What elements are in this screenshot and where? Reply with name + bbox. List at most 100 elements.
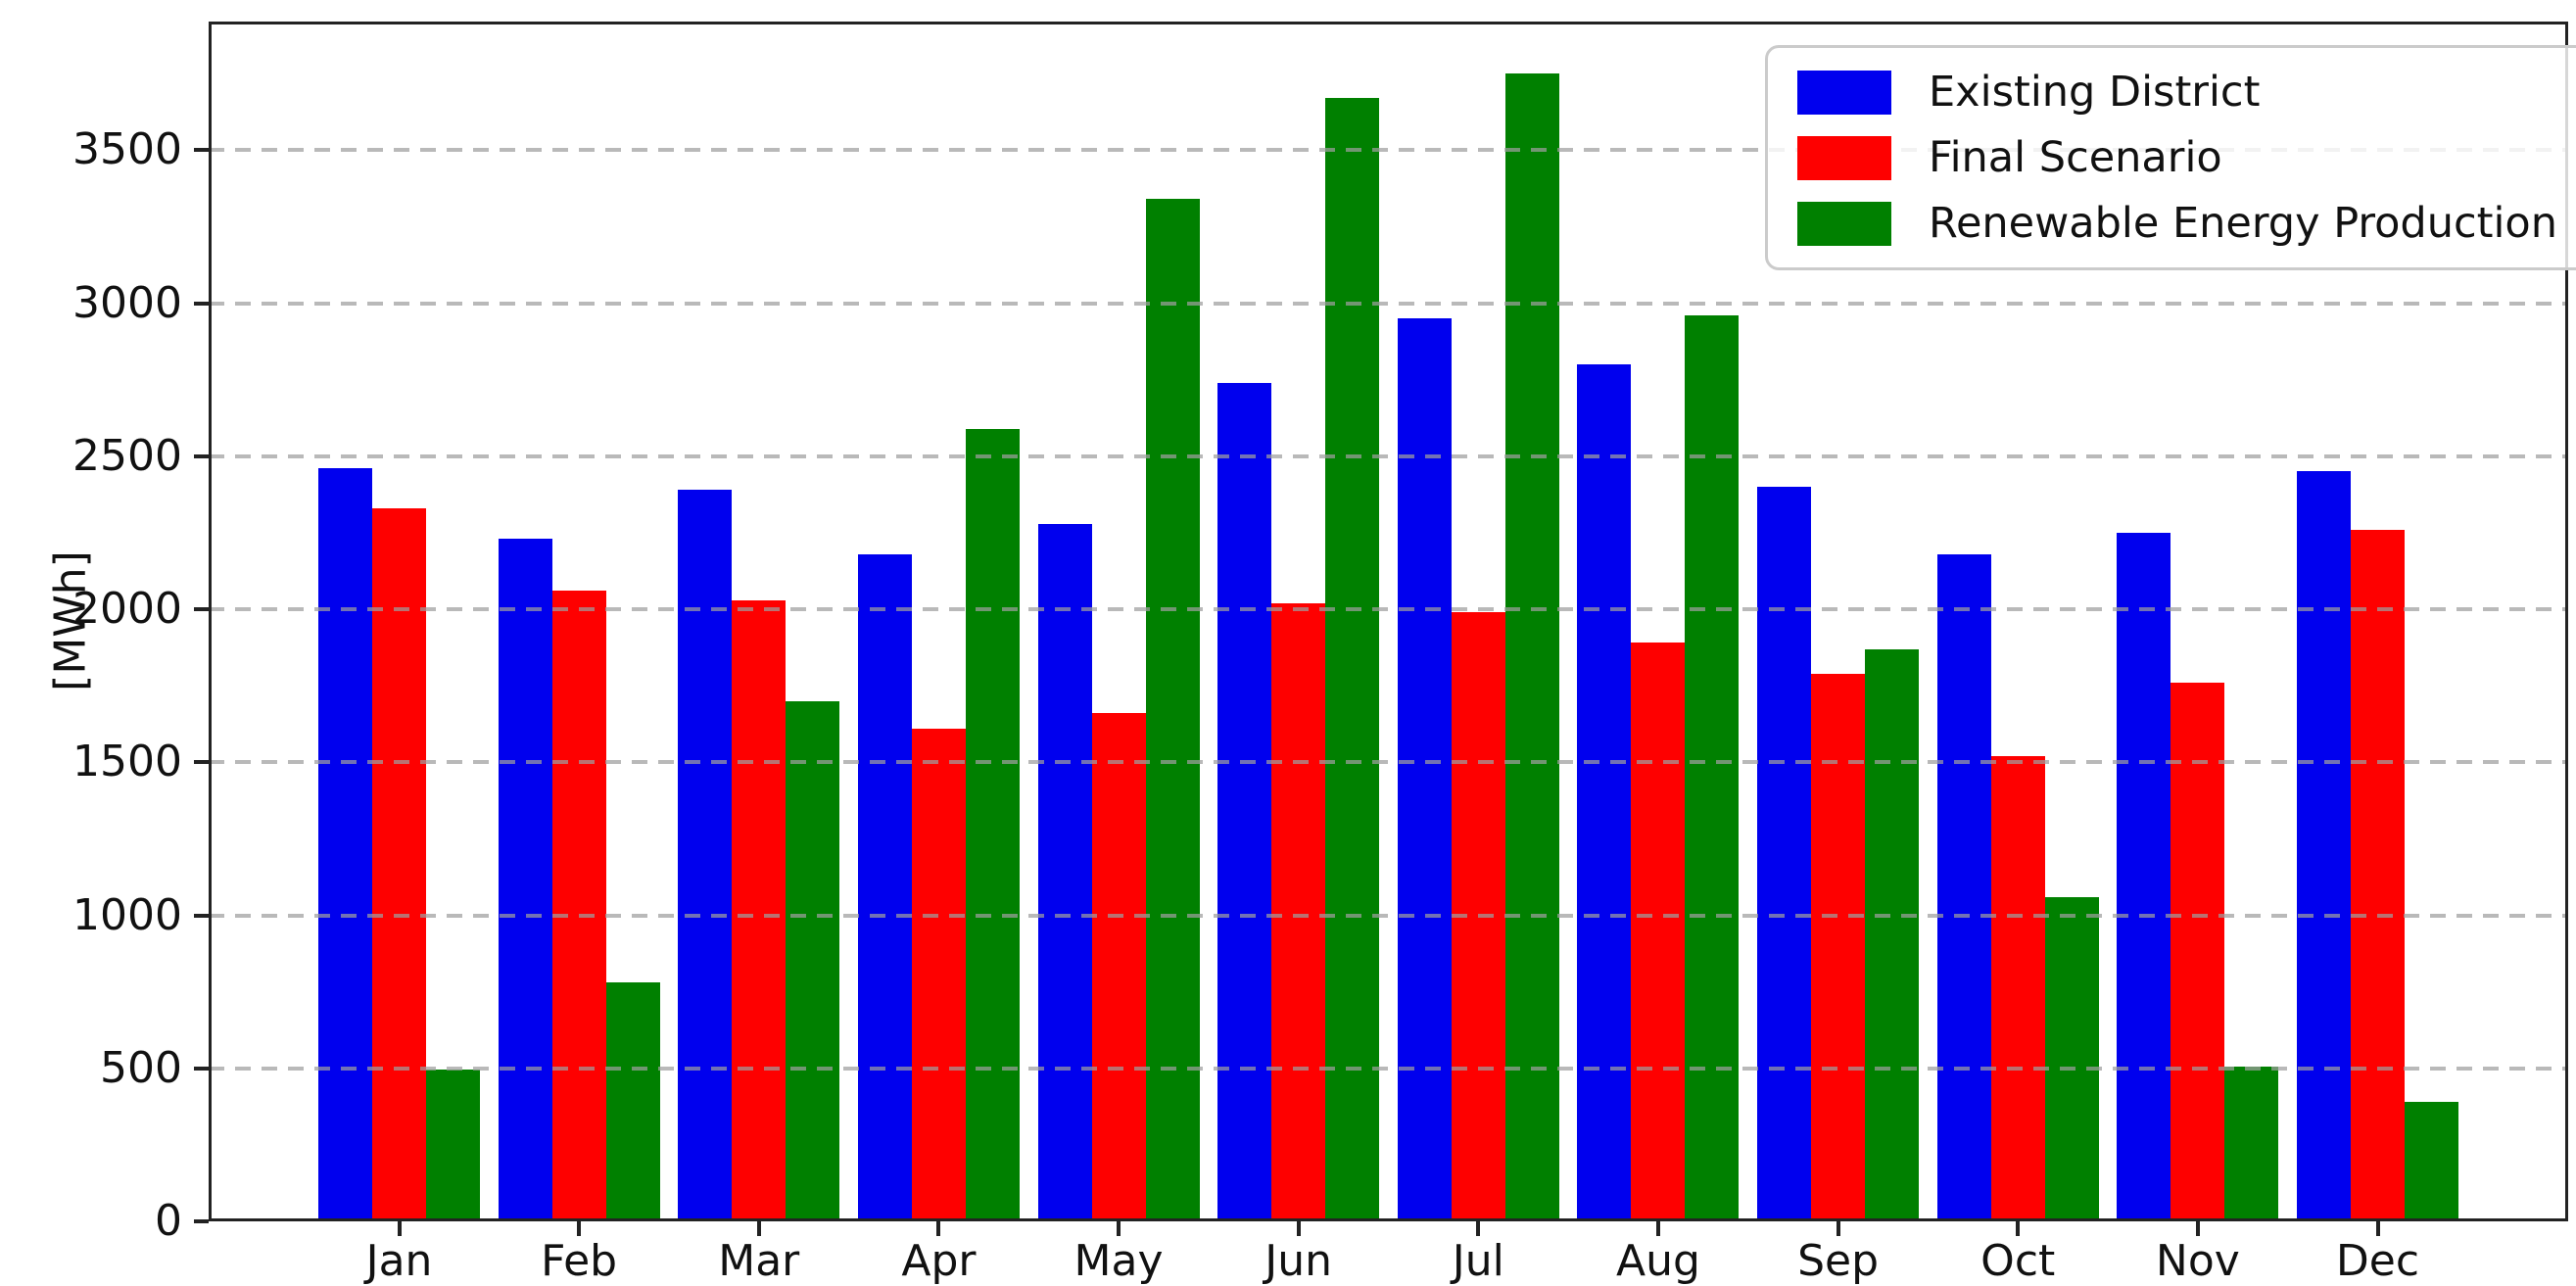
legend-swatch-renewable-energy-production <box>1797 201 1891 246</box>
y-tick-mark-1000 <box>194 913 209 918</box>
x-tick-mark-dec <box>2375 1221 2380 1236</box>
bar-group-apr <box>857 22 1020 1221</box>
y-tick-mark-0 <box>194 1219 209 1223</box>
bar-existing-district-dec <box>2297 471 2351 1221</box>
x-tick-label-oct: Oct <box>1980 1236 2056 1286</box>
y-tick-mark-3000 <box>194 301 209 306</box>
bar-group-oct <box>1936 22 2099 1221</box>
legend-label-renewable-energy-production: Renewable Energy Production <box>1929 199 2557 248</box>
bar-final-scenario-feb <box>551 591 606 1221</box>
y-tick-label-2000: 2000 <box>72 584 182 634</box>
bar-existing-district-jun <box>1217 382 1272 1221</box>
bar-existing-district-aug <box>1577 364 1632 1221</box>
legend-label-existing-district: Existing District <box>1929 68 2261 117</box>
x-tick-mark-aug <box>1655 1221 1660 1236</box>
x-tick-label-apr: Apr <box>901 1236 977 1286</box>
bar-final-scenario-jul <box>1451 612 1505 1221</box>
x-tick-mark-nov <box>2195 1221 2200 1236</box>
bar-final-scenario-aug <box>1631 643 1686 1221</box>
y-tick-label-3500: 3500 <box>72 124 182 175</box>
bar-group-jun <box>1217 22 1380 1221</box>
bars-layer <box>209 22 2568 1221</box>
y-tick-mark-2000 <box>194 607 209 611</box>
bar-final-scenario-sep <box>1811 673 1866 1221</box>
x-tick-label-aug: Aug <box>1615 1236 1700 1286</box>
plot-area <box>209 22 2568 1221</box>
bar-renewable-energy-production-apr <box>965 428 1020 1221</box>
bar-final-scenario-apr <box>911 728 966 1221</box>
x-tick-mark-mar <box>756 1221 761 1236</box>
bar-renewable-energy-production-aug <box>1685 315 1740 1221</box>
bar-final-scenario-oct <box>1990 756 2045 1221</box>
legend: Existing District Final Scenario Renewable… <box>1765 45 2576 270</box>
bar-existing-district-jan <box>318 468 372 1221</box>
bar-renewable-energy-production-jul <box>1504 73 1559 1221</box>
y-tick-label-1000: 1000 <box>72 889 182 940</box>
bar-existing-district-apr <box>857 553 912 1221</box>
bar-existing-district-oct <box>1936 553 1991 1221</box>
legend-swatch-existing-district <box>1797 70 1891 115</box>
y-tick-label-1500: 1500 <box>72 737 182 787</box>
bar-group-jul <box>1397 22 1559 1221</box>
bar-final-scenario-jan <box>372 507 426 1221</box>
legend-item-existing-district: Existing District <box>1797 68 2557 117</box>
x-tick-label-sep: Sep <box>1797 1236 1880 1286</box>
bar-final-scenario-jun <box>1271 602 1326 1221</box>
bar-group-aug <box>1577 22 1740 1221</box>
bar-renewable-energy-production-jan <box>426 1070 480 1221</box>
bar-group-feb <box>498 22 660 1221</box>
bar-group-mar <box>678 22 840 1221</box>
x-tick-mark-oct <box>2016 1221 2021 1236</box>
x-tick-mark-jan <box>397 1221 402 1236</box>
bar-group-may <box>1037 22 1200 1221</box>
x-tick-label-may: May <box>1073 1236 1164 1286</box>
bar-final-scenario-nov <box>2171 683 2225 1221</box>
x-tick-label-jul: Jul <box>1452 1236 1504 1286</box>
y-tick-label-0: 0 <box>155 1196 182 1246</box>
bar-renewable-energy-production-may <box>1145 199 1200 1221</box>
bar-group-jan <box>318 22 480 1221</box>
bar-renewable-energy-production-nov <box>2224 1067 2279 1221</box>
bar-group-dec <box>2297 22 2458 1221</box>
x-tick-mark-may <box>1117 1221 1121 1236</box>
bar-renewable-energy-production-oct <box>2044 896 2099 1221</box>
bar-existing-district-may <box>1037 523 1092 1221</box>
y-tick-mark-3500 <box>194 148 209 153</box>
legend-item-final-scenario: Final Scenario <box>1797 133 2557 182</box>
legend-label-final-scenario: Final Scenario <box>1929 133 2222 182</box>
x-tick-label-feb: Feb <box>541 1236 618 1286</box>
bar-group-nov <box>2117 22 2279 1221</box>
x-tick-mark-feb <box>577 1221 582 1236</box>
bar-final-scenario-may <box>1091 713 1146 1221</box>
y-tick-label-2500: 2500 <box>72 430 182 481</box>
bar-existing-district-nov <box>2117 532 2171 1221</box>
legend-item-renewable-energy-production: Renewable Energy Production <box>1797 199 2557 248</box>
bar-final-scenario-mar <box>732 599 787 1221</box>
x-tick-label-mar: Mar <box>718 1236 800 1286</box>
x-tick-mark-jul <box>1476 1221 1481 1236</box>
x-tick-label-jan: Jan <box>365 1236 433 1286</box>
bar-renewable-energy-production-feb <box>605 982 660 1221</box>
bar-existing-district-feb <box>498 539 552 1221</box>
bar-renewable-energy-production-mar <box>786 700 840 1221</box>
x-tick-mark-jun <box>1296 1221 1301 1236</box>
legend-swatch-final-scenario <box>1797 135 1891 180</box>
x-tick-mark-apr <box>936 1221 941 1236</box>
x-tick-label-nov: Nov <box>2155 1236 2240 1286</box>
bar-renewable-energy-production-sep <box>1865 648 1920 1221</box>
bar-existing-district-mar <box>678 490 733 1221</box>
bar-existing-district-sep <box>1757 487 1812 1221</box>
bar-final-scenario-dec <box>2351 529 2405 1221</box>
y-tick-mark-2500 <box>194 453 209 458</box>
bar-renewable-energy-production-jun <box>1325 98 1380 1221</box>
y-tick-mark-1500 <box>194 760 209 765</box>
bar-existing-district-jul <box>1397 318 1452 1221</box>
y-tick-mark-500 <box>194 1066 209 1071</box>
x-tick-label-jun: Jun <box>1264 1236 1333 1286</box>
y-tick-label-3000: 3000 <box>72 277 182 328</box>
y-tick-label-500: 500 <box>100 1042 182 1093</box>
x-tick-label-dec: Dec <box>2335 1236 2420 1286</box>
x-tick-mark-sep <box>1836 1221 1840 1236</box>
bar-renewable-energy-production-dec <box>2405 1102 2458 1221</box>
